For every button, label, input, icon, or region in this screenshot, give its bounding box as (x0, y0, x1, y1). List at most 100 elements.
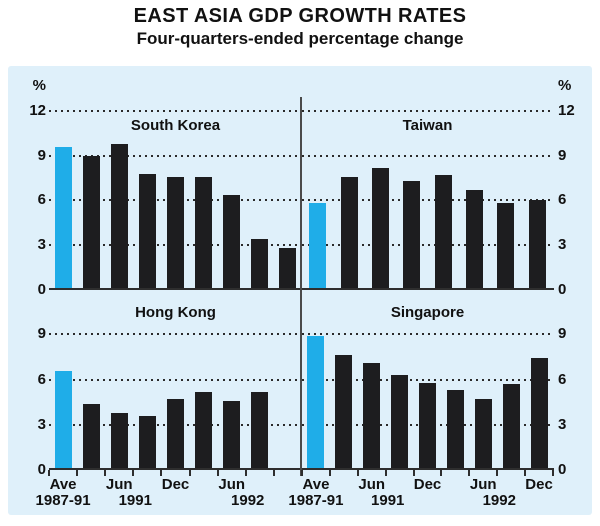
panel-hong-kong: Hong Kong (49, 290, 302, 470)
bar (251, 239, 269, 290)
bar (530, 358, 548, 470)
x-tick (496, 470, 499, 476)
x-year-label: 1987-91 (35, 492, 91, 509)
x-tick-label: Jun (218, 476, 246, 493)
panel-singapore: Singapore (302, 290, 553, 470)
y-tick-label: % (32, 77, 46, 94)
x-tick-label: Ave (49, 476, 77, 493)
y-tick-label: 12 (558, 101, 575, 119)
y-tick-label: 3 (558, 236, 567, 254)
panel-taiwan: Taiwan (302, 97, 553, 290)
y-tick-label: 6 (558, 191, 567, 209)
gridline-9 (49, 154, 302, 157)
bar (528, 200, 546, 290)
gridline-12 (302, 109, 553, 112)
y-tick-label: 9 (37, 146, 46, 164)
x-tick-label: Jun (358, 476, 386, 493)
bar (419, 382, 436, 470)
gridline-12 (49, 109, 302, 112)
bar (223, 194, 241, 290)
x-tick (48, 470, 50, 476)
gridline-6 (49, 378, 302, 381)
x-tick (132, 470, 135, 476)
x-tick (301, 470, 303, 476)
gridline-9 (49, 333, 302, 336)
x-tick-label: Dec (525, 476, 553, 493)
gridline-9 (302, 154, 553, 157)
x-tick (468, 470, 471, 476)
bar (110, 412, 128, 470)
x-year-label: 1992 (231, 492, 265, 509)
bar (335, 355, 353, 470)
bar (110, 143, 128, 290)
bar (371, 167, 389, 290)
bar (251, 391, 269, 470)
panel-title: Singapore (390, 304, 465, 321)
y-tick-label: 9 (558, 146, 567, 164)
gridline-3 (302, 244, 553, 247)
y-tick-label: 0 (37, 281, 46, 298)
y-tick-label: 3 (37, 415, 46, 433)
bar-average-highlight (307, 335, 325, 470)
bar (340, 176, 358, 290)
x-tick-label: Jun (105, 476, 133, 493)
bar (138, 173, 156, 290)
y-tick-label: % (558, 77, 572, 94)
x-tick (216, 470, 219, 476)
bar (223, 400, 241, 470)
bar (363, 363, 381, 470)
bar (82, 155, 100, 290)
y-tick-label: 0 (37, 461, 46, 478)
bar (497, 203, 515, 290)
bar (466, 190, 484, 290)
bar (391, 375, 409, 470)
x-tick-label: Jun (469, 476, 497, 493)
x-tick (244, 470, 247, 476)
y-tick-label: 6 (558, 370, 567, 388)
y-tick-label: 0 (558, 281, 567, 298)
bar-average-highlight (54, 146, 72, 290)
gridline-9 (302, 333, 553, 336)
x-tick (104, 470, 107, 476)
y-tick-label: 9 (558, 325, 567, 343)
chart-subtitle: Four-quarters-ended percentage change (136, 29, 464, 48)
x-year-label: 1987-91 (288, 492, 344, 509)
panel-title: Taiwan (402, 117, 453, 134)
y-tick-label: 6 (37, 370, 46, 388)
y-tick-label: 3 (558, 415, 567, 433)
bar-average-highlight (309, 203, 327, 290)
x-tick (272, 470, 275, 476)
panel-south-korea: South Korea (49, 97, 302, 290)
bar (434, 175, 452, 290)
chart-title: EAST ASIA GDP GROWTH RATES (133, 5, 467, 27)
x-tick (188, 470, 191, 476)
x-tick (160, 470, 163, 476)
x-tick-label: Ave (302, 476, 330, 493)
gridline-6 (302, 199, 553, 202)
x-tick-label: Dec (413, 476, 442, 493)
x-tick (440, 470, 443, 476)
y-tick-label: 0 (558, 461, 567, 478)
x-tick (76, 470, 79, 476)
x-tick (524, 470, 527, 476)
bar (502, 384, 520, 470)
x-tick (412, 470, 415, 476)
x-year-label: 1992 (482, 492, 516, 509)
panel-title: Hong Kong (135, 304, 216, 321)
bar (138, 415, 156, 470)
x-tick (552, 470, 554, 476)
x-tick (356, 470, 359, 476)
panel-title: South Korea (130, 117, 221, 134)
x-tick (328, 470, 331, 476)
bar (403, 181, 421, 290)
x-tick (384, 470, 387, 476)
bar (474, 399, 492, 470)
bar (167, 176, 184, 290)
bar-average-highlight (54, 370, 72, 470)
bar (279, 248, 297, 290)
bar (446, 390, 464, 470)
y-tick-label: 12 (29, 101, 46, 119)
x-year-label: 1991 (371, 492, 405, 509)
x-year-label: 1991 (118, 492, 152, 509)
